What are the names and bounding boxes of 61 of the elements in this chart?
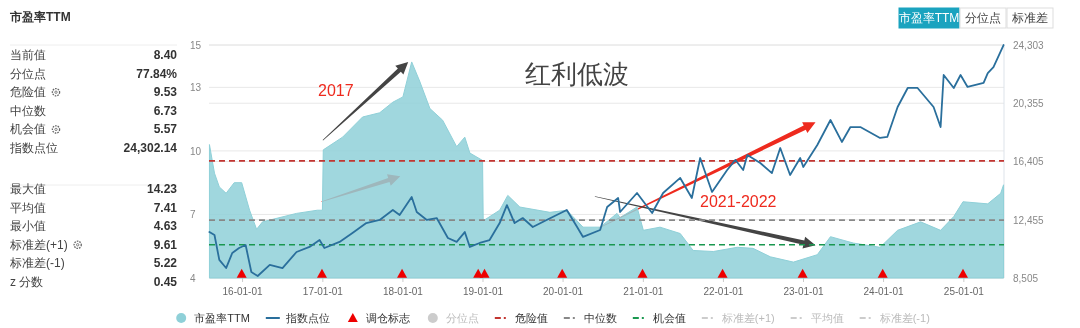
text: 8.40 xyxy=(153,48,178,62)
button: 标准差 xyxy=(1006,7,1054,29)
x-tick-label: 21-01-01 xyxy=(623,286,664,297)
text: 6.73 xyxy=(153,103,178,118)
text: 危险值 xyxy=(10,85,46,100)
y2-tick-label: 20,355 xyxy=(1013,98,1045,110)
x-tick-label: 16-01-01 xyxy=(222,286,264,297)
text: 标准差(+1) xyxy=(9,237,68,252)
x-tick-label: 20-01-01 xyxy=(543,286,584,297)
text: 24,302.14 xyxy=(123,141,178,155)
x-tick-label: 17-01-01 xyxy=(302,286,344,297)
y-tick-label: 4 xyxy=(190,273,196,284)
x-tick-label: 23-01-01 xyxy=(783,286,824,297)
annotation: 2021-2022 xyxy=(700,193,777,210)
y-tick-label: 7 xyxy=(190,209,196,221)
legend-label: 市盈率TTM xyxy=(194,312,250,324)
text: z 分数 xyxy=(10,275,44,289)
text: 当前值 xyxy=(10,48,46,62)
text: 最大值 xyxy=(10,182,46,196)
text: 0.45 xyxy=(153,275,178,289)
legend-label: 危险值 xyxy=(514,312,548,324)
text: 指数点位 xyxy=(9,141,58,155)
legend-label: 中位数 xyxy=(583,312,617,324)
text: 中位数 xyxy=(10,103,46,118)
y-tick-label: 15 xyxy=(190,40,202,51)
text: 市盈率TTM xyxy=(9,10,71,24)
text: 9.61 xyxy=(153,237,178,252)
legend-label: 标准差(+1) xyxy=(720,312,775,324)
text: 7.41 xyxy=(153,200,178,215)
text: 4.63 xyxy=(153,219,178,234)
text: 77.84% xyxy=(136,66,178,81)
legend-label: 指数点位 xyxy=(284,312,330,324)
y2-tick-label: 24,303 xyxy=(1013,40,1045,51)
y-tick-label: 13 xyxy=(190,82,202,94)
legend-label: 调仓标志 xyxy=(365,312,410,324)
text: 5.57 xyxy=(153,122,178,137)
text: 5.22 xyxy=(153,256,178,271)
legend-label: 分位点 xyxy=(445,312,479,324)
button: 分位点 xyxy=(959,7,1007,29)
x-tick-label: 22-01-01 xyxy=(703,286,744,297)
annotation: 2017 xyxy=(318,82,354,99)
text: 14.23 xyxy=(146,182,178,196)
annotation: 红利低波 xyxy=(525,59,629,89)
legend-label: 机会值 xyxy=(652,312,686,324)
y2-tick-label: 8,505 xyxy=(1013,273,1039,284)
text: 平均值 xyxy=(10,200,46,215)
button: 市盈率TTM xyxy=(898,7,960,29)
x-tick-label: 18-01-01 xyxy=(382,286,424,297)
text: 标准差(-1) xyxy=(9,256,65,271)
y2-tick-label: 16,405 xyxy=(1013,156,1045,168)
legend-label: 平均值 xyxy=(810,312,844,324)
y2-tick-label: 12,455 xyxy=(1013,214,1045,226)
y-tick-label: 10 xyxy=(190,145,202,157)
text: 分位点 xyxy=(10,66,46,81)
legend-label: 标准差(-1) xyxy=(878,312,930,324)
text: 最小值 xyxy=(10,219,46,234)
text: 机会值 xyxy=(10,122,46,137)
text: 9.53 xyxy=(153,85,178,100)
x-tick-label: 24-01-01 xyxy=(863,286,905,297)
x-tick-label: 19-01-01 xyxy=(462,286,504,297)
x-tick-label: 25-01-01 xyxy=(943,286,985,297)
